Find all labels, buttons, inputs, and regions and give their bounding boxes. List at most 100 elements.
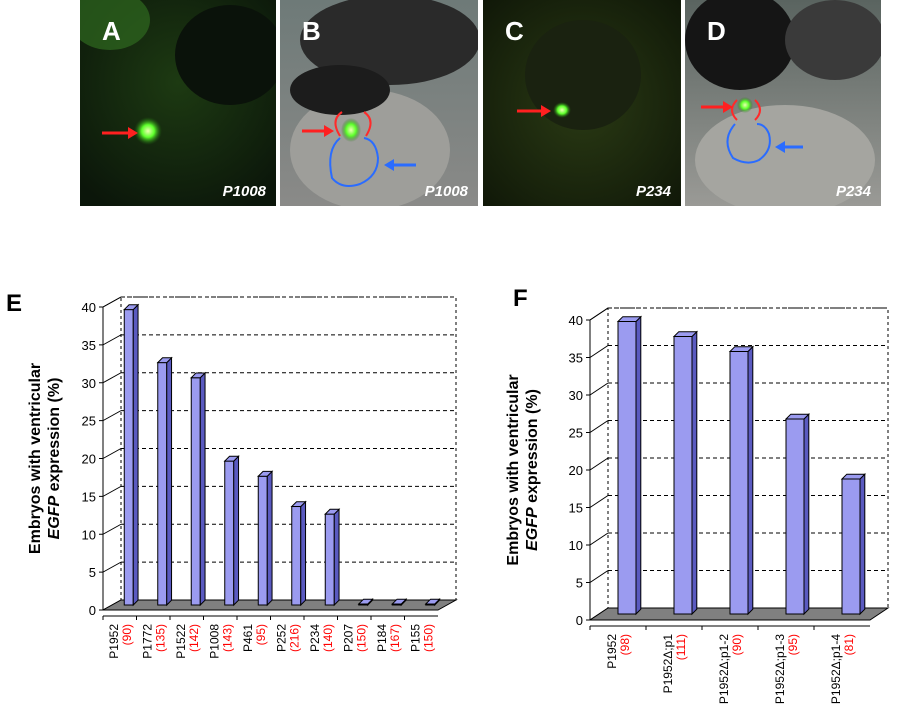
category-label: P1952: [107, 624, 121, 659]
bar-side: [691, 330, 698, 616]
category-label: P1952Δ;p1-4: [829, 634, 843, 704]
y-tick-label: 10: [82, 527, 96, 542]
count-label: (150): [421, 624, 435, 652]
chart-e: 0 5 10 15 20 25 30 35 40 P1952 (90) P1772 (135) P1522…: [27, 296, 458, 659]
bar-side: [132, 303, 139, 607]
bar-top: [357, 598, 374, 605]
category-label: P207: [341, 624, 355, 652]
gridline-side: [589, 495, 609, 508]
panel-letter-c: C: [505, 16, 524, 46]
count-label: (143): [220, 624, 234, 652]
y-tick-label: 15: [569, 501, 583, 516]
count-label: (216): [287, 624, 301, 652]
category-label: P1522: [174, 624, 188, 659]
bar-side: [859, 472, 866, 616]
category-label: P234: [308, 624, 322, 652]
bar-top: [223, 455, 240, 462]
gridline-side: [589, 532, 609, 546]
panel-caption-b: P1008: [424, 183, 468, 200]
gridline-side: [589, 570, 609, 583]
category-label: P461: [241, 624, 255, 652]
count-label: (95): [786, 634, 800, 655]
y-tick-label: 20: [569, 463, 583, 478]
y-tick-label: 25: [82, 414, 96, 429]
bar-side: [803, 412, 810, 616]
y-axis-title-line2: EGFP expression (%): [524, 389, 541, 551]
count-label: (81): [842, 634, 856, 655]
bar-top: [424, 598, 441, 605]
photo-c-image: [483, 0, 681, 206]
bar-side: [199, 371, 206, 607]
y-axis-title-line2: EGFP expression (%): [46, 378, 63, 540]
y-axis-title: Embryos with ventricular: [505, 374, 522, 565]
y-axis-title-italic: EGFP: [46, 496, 63, 540]
category-label: P1952Δ;p1: [661, 634, 675, 694]
photo-panel-a: A P1008: [80, 0, 276, 206]
panel-caption-a: P1008: [222, 183, 266, 200]
y-tick-label: 35: [569, 351, 583, 366]
bar: [617, 321, 637, 615]
chart-letter-e: E: [6, 290, 23, 317]
y-tick-label: 5: [89, 565, 96, 580]
panel-letter-b: B: [302, 16, 321, 46]
y-tick-label: 5: [576, 576, 583, 591]
bar: [729, 351, 749, 615]
count-label: (167): [388, 624, 402, 652]
bar-side: [333, 508, 340, 607]
bar: [291, 506, 302, 606]
y-tick-label: 0: [576, 613, 583, 628]
y-axis-title-italic: EGFP: [524, 507, 541, 551]
bar-top: [672, 331, 699, 337]
gridline-side: [589, 457, 609, 471]
count-label: (140): [321, 624, 335, 652]
y-axis-title-rest: expression (%): [46, 378, 63, 496]
bar-top: [290, 501, 307, 508]
y-tick-label: 0: [89, 603, 96, 618]
bar-top: [616, 316, 643, 322]
bar-top: [156, 357, 173, 364]
photo-panel-c: C P234: [483, 0, 681, 206]
bar: [190, 377, 201, 606]
y-axis-title: Embryos with ventricular: [27, 363, 44, 554]
bar-side: [300, 500, 307, 607]
y-tick-label: 10: [569, 538, 583, 553]
chart-letter-f: F: [513, 285, 528, 312]
y-tick-label: 20: [82, 452, 96, 467]
y-tick-label: 30: [569, 388, 583, 403]
gridline-side: [102, 372, 122, 384]
count-label: (111): [674, 634, 688, 660]
count-label: (135): [153, 624, 167, 652]
bar: [673, 336, 693, 615]
y-tick-label: 40: [82, 300, 96, 315]
bar: [257, 475, 268, 606]
bar-side: [266, 470, 273, 607]
bar-top: [391, 598, 408, 605]
count-label: (142): [187, 624, 201, 652]
category-label: P1952: [605, 634, 619, 669]
panel-caption-c: P234: [635, 183, 671, 200]
chart-f: 0 5 10 15 20 25 30 35 40 P1952 (98) P1952Δ;p1 (111) P…: [505, 307, 890, 704]
count-label: (90): [120, 624, 134, 645]
bar-top: [190, 372, 207, 379]
category-label: P184: [375, 624, 389, 652]
bar: [841, 478, 861, 615]
y-tick-label: 35: [82, 338, 96, 353]
photo-panel-d: D P234: [685, 0, 881, 206]
category-label: P1008: [207, 624, 221, 659]
gridline-side: [589, 345, 609, 358]
y-axis-top: [589, 307, 609, 321]
bar-top: [840, 473, 867, 480]
count-label: (90): [730, 634, 744, 655]
gridline-side: [102, 334, 122, 346]
bar: [224, 460, 235, 606]
bar: [785, 418, 805, 615]
y-tick-label: 40: [569, 313, 583, 328]
gridline-side: [102, 448, 122, 459]
y-tick-label: 15: [82, 489, 96, 504]
gridline-side: [102, 410, 122, 422]
category-label: P1772: [140, 624, 154, 659]
count-label: (98): [618, 634, 632, 655]
gridline-side: [102, 561, 122, 573]
panel-caption-d: P234: [835, 183, 871, 200]
bar-top: [123, 304, 140, 311]
